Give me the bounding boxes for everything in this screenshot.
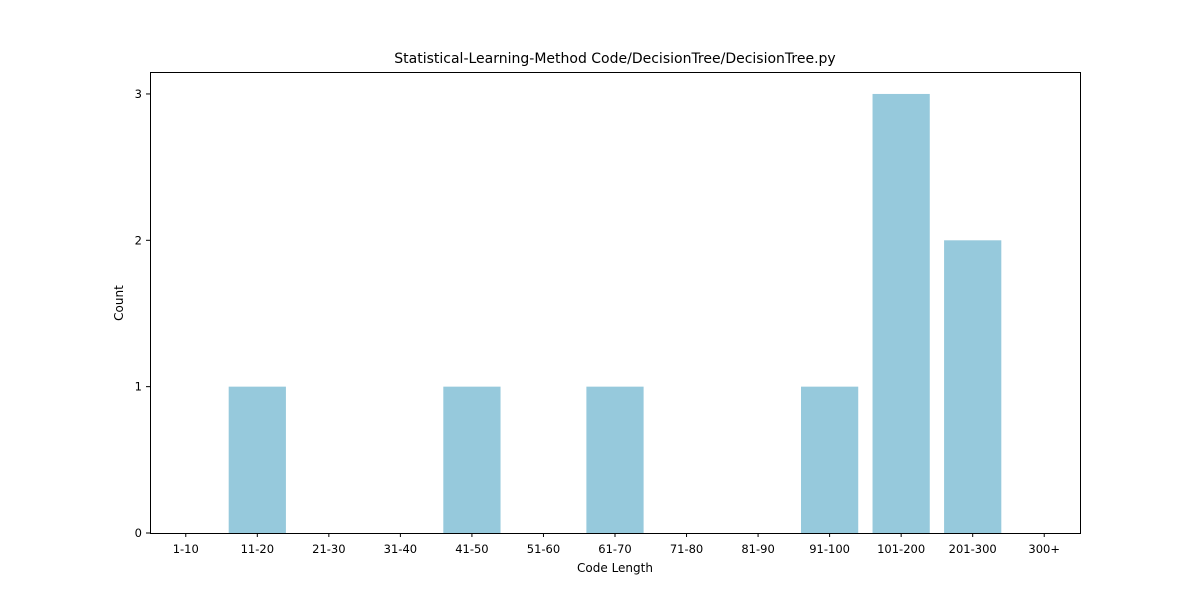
x-tick-label: 21-30 [312, 542, 345, 556]
bar-201-300 [944, 240, 1002, 534]
bar-91-100 [801, 386, 859, 533]
x-tick-label: 51-60 [527, 542, 560, 556]
chart-title: Statistical-Learning-Method Code/Decisio… [394, 51, 835, 67]
bar-11-20 [228, 386, 286, 533]
y-axis-ticks: 0 1 2 3 [135, 87, 150, 540]
x-tick-label: 91-100 [809, 542, 850, 556]
bar-61-70 [586, 386, 644, 533]
x-tick-label: 81-90 [741, 542, 774, 556]
plot-frame [150, 72, 1081, 534]
x-tick-label: 300+ [1028, 542, 1060, 556]
bars-group [228, 93, 1002, 534]
y-tick-label: 3 [135, 87, 142, 101]
x-tick-label: 71-80 [670, 542, 703, 556]
bar-101-200 [872, 93, 930, 533]
x-axis-ticks: 1-10 11-20 21-30 31-40 41-50 51-60 61-70 71-80 8… [173, 533, 1060, 556]
x-tick-label: 31-40 [384, 542, 417, 556]
x-axis-label: Code Length [577, 561, 653, 575]
x-tick-label: 41-50 [455, 542, 488, 556]
x-tick-label: 61-70 [598, 542, 631, 556]
y-tick-label: 0 [135, 526, 142, 540]
y-tick-label: 1 [135, 380, 142, 394]
y-tick-label: 2 [135, 233, 142, 247]
x-tick-label: 1-10 [173, 542, 199, 556]
y-axis-label: Count [112, 285, 126, 321]
x-tick-label: 201-300 [949, 542, 997, 556]
x-tick-label: 11-20 [241, 542, 274, 556]
bar-41-50 [443, 386, 501, 533]
x-tick-label: 101-200 [877, 542, 925, 556]
